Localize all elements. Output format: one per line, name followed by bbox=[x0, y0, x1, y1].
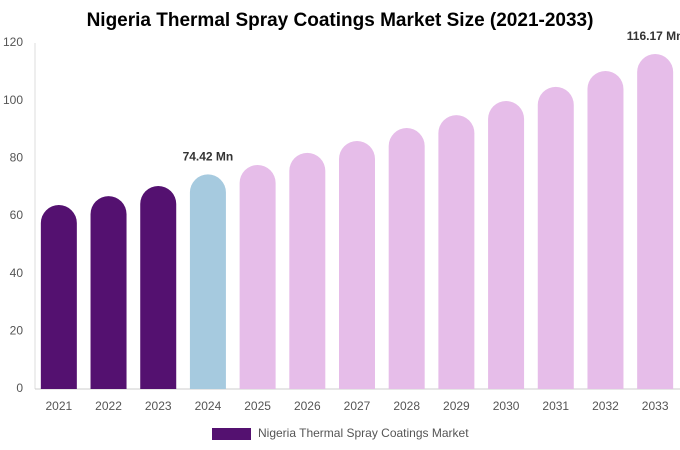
x-tick-label: 2024 bbox=[195, 399, 222, 413]
value-label: 116.17 Mn bbox=[627, 29, 680, 43]
y-tick-label: 60 bbox=[10, 208, 24, 222]
bar bbox=[90, 196, 127, 389]
x-tick-label: 2026 bbox=[294, 399, 321, 413]
y-tick-label: 40 bbox=[10, 266, 24, 280]
x-tick-label: 2023 bbox=[145, 399, 172, 413]
bar bbox=[438, 115, 475, 390]
chart-title: Nigeria Thermal Spray Coatings Market Si… bbox=[87, 10, 594, 31]
bar bbox=[339, 141, 375, 389]
x-tick-label: 2031 bbox=[542, 399, 569, 413]
bar bbox=[40, 205, 77, 389]
bar bbox=[537, 86, 574, 390]
y-tick-label: 20 bbox=[10, 324, 24, 338]
x-tick-label: 2025 bbox=[244, 399, 271, 413]
x-tick-label: 2021 bbox=[45, 399, 72, 413]
y-tick-label: 100 bbox=[3, 93, 23, 107]
bar bbox=[587, 70, 624, 390]
x-tick-label: 2029 bbox=[443, 399, 470, 413]
legend-swatch bbox=[212, 428, 251, 440]
x-tick-label: 2032 bbox=[592, 399, 619, 413]
y-tick-label: 0 bbox=[16, 381, 23, 395]
bar bbox=[239, 164, 276, 389]
bar bbox=[189, 174, 226, 389]
x-tick-label: 2028 bbox=[393, 399, 420, 413]
x-tick-label: 2022 bbox=[95, 399, 122, 413]
value-label: 74.42 Mn bbox=[183, 150, 234, 164]
x-tick-label: 2033 bbox=[642, 399, 669, 413]
x-tick-label: 2030 bbox=[493, 399, 520, 413]
bar bbox=[388, 128, 425, 389]
bar bbox=[637, 54, 674, 390]
bar bbox=[289, 152, 326, 389]
bar bbox=[140, 186, 177, 389]
y-tick-label: 80 bbox=[10, 151, 24, 165]
y-tick-label: 120 bbox=[3, 35, 23, 49]
x-tick-label: 2027 bbox=[344, 399, 371, 413]
bar bbox=[488, 100, 525, 389]
legend-label: Nigeria Thermal Spray Coatings Market bbox=[258, 426, 469, 440]
